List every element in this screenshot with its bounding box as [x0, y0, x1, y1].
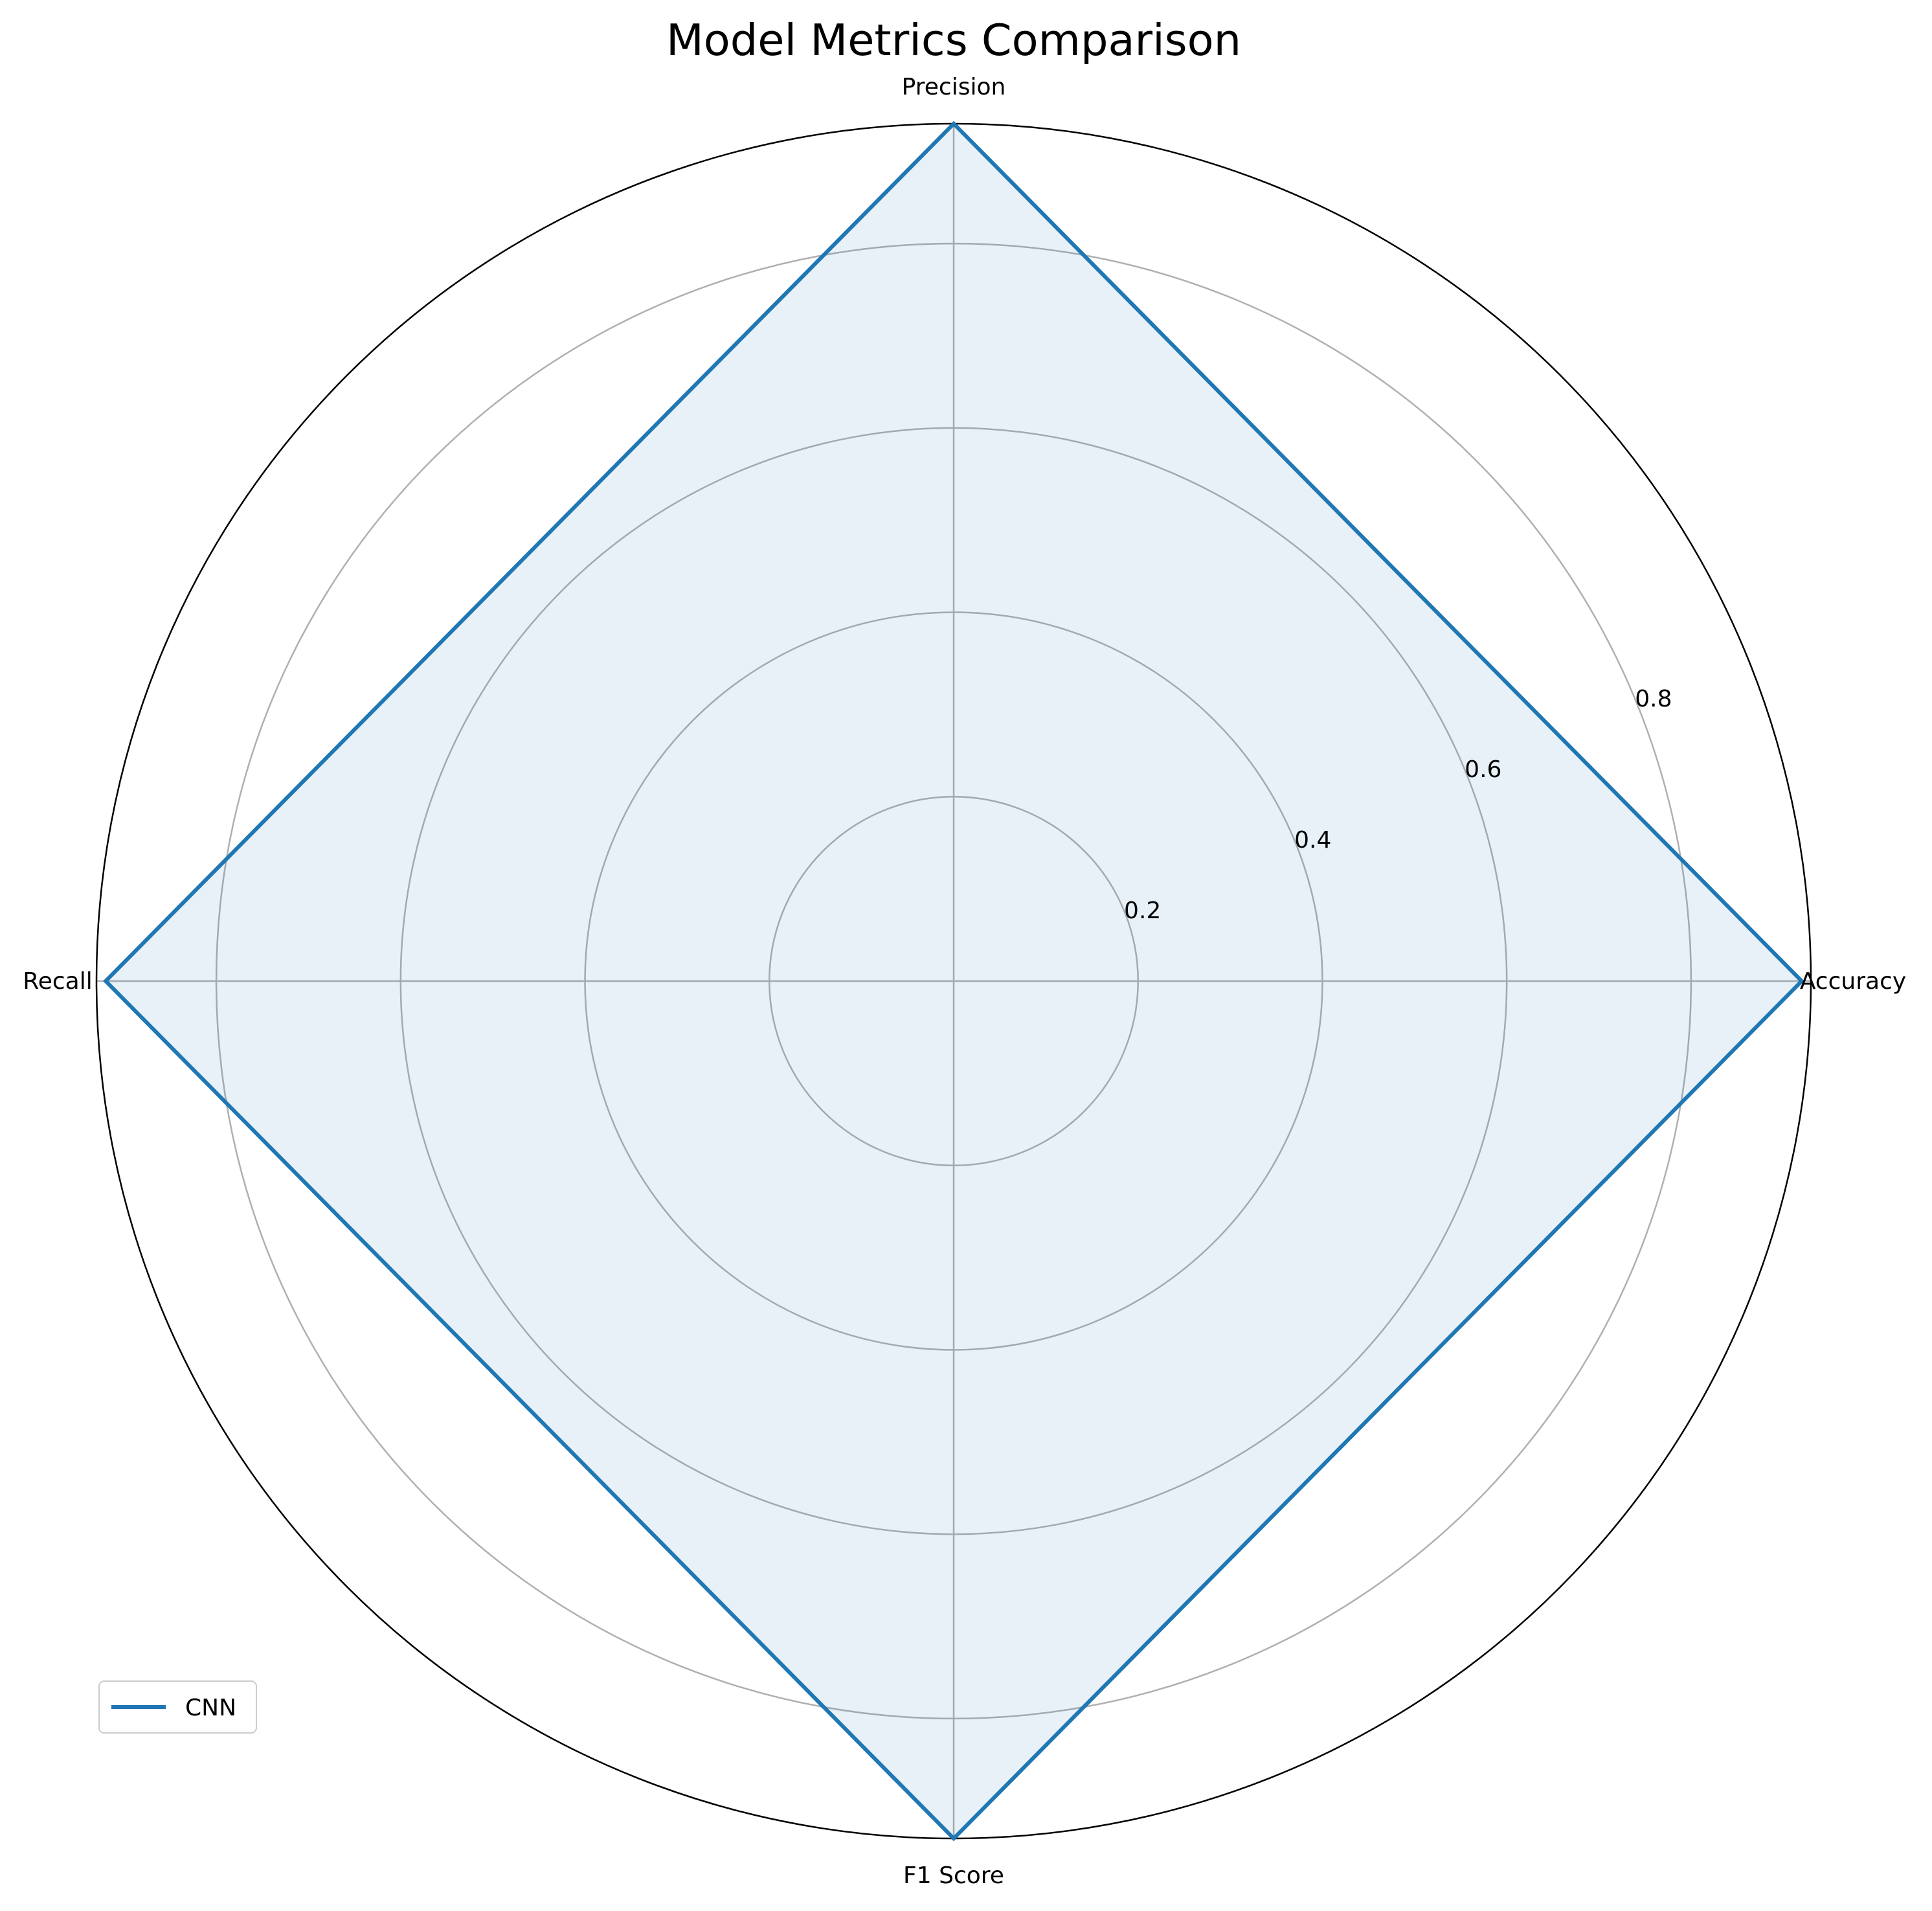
series-layer — [103, 120, 1804, 1842]
chart-title: Model Metrics Comparison — [666, 15, 1241, 65]
legend-label-cnn: CNN — [185, 1695, 236, 1721]
label-layer: 0.2 0.4 0.6 0.8 Accuracy Precision Recall F1 Sc… — [23, 74, 1906, 1889]
r-tick-label-0.8: 0.8 — [1635, 686, 1672, 712]
legend-frame — [98, 1680, 257, 1734]
category-label-f1-score: F1 Score — [903, 1862, 1004, 1889]
r-tick-label-0.4: 0.4 — [1294, 827, 1331, 854]
category-label-recall: Recall — [23, 968, 92, 995]
r-tick-label-0.2: 0.2 — [1124, 898, 1161, 924]
category-label-precision: Precision — [902, 74, 1006, 100]
category-label-accuracy: Accuracy — [1800, 968, 1906, 995]
legend: CNN — [98, 1680, 257, 1734]
r-tick-label-0.6: 0.6 — [1465, 756, 1501, 783]
